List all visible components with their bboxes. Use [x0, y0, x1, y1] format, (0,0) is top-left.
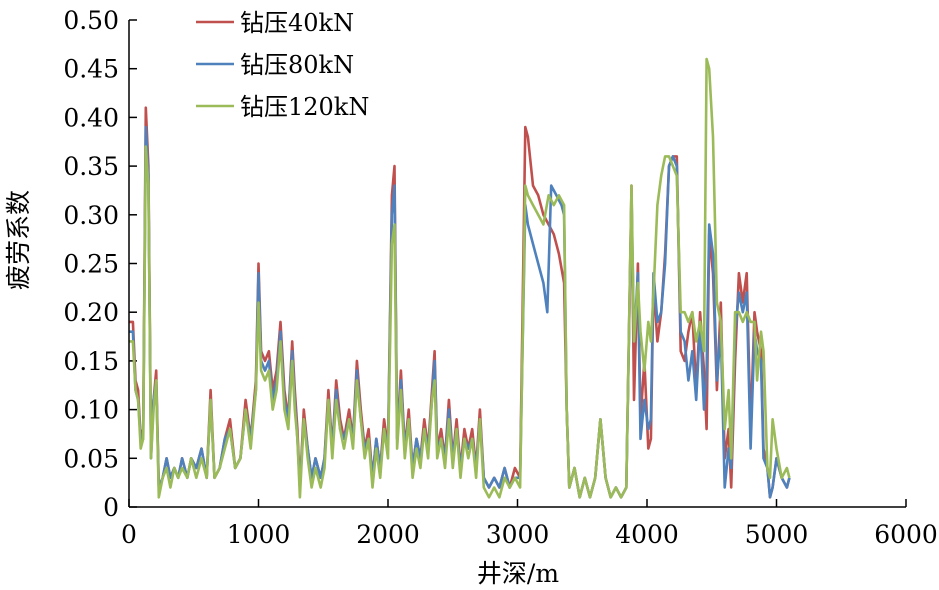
- y-axis-ticks: 0 0.05 0.10 0.15 0.20 0.25 0.30 0.35 0.40 0.45 0.5…: [63, 6, 137, 522]
- y-tick-label: 0: [103, 493, 119, 522]
- legend-label: 钻压120kN: [240, 93, 369, 121]
- x-tick-label: 0: [121, 520, 137, 549]
- y-tick-label: 0.35: [63, 152, 119, 181]
- x-tick-label: 3000: [486, 520, 550, 549]
- y-axis-title: 疲劳系数: [4, 190, 33, 290]
- series-line-3: [129, 57, 791, 499]
- y-tick-label: 0.25: [63, 250, 119, 279]
- y-tick-label: 0.10: [63, 396, 119, 425]
- x-tick-label: 1000: [227, 520, 291, 549]
- x-tick-label: 4000: [615, 520, 679, 549]
- series-lines: [129, 57, 791, 499]
- x-tick-label: 6000: [874, 520, 938, 549]
- y-tick-label: 0.20: [63, 298, 119, 327]
- y-tick-label: 0.15: [63, 347, 119, 376]
- y-tick-label: 0.50: [63, 6, 119, 35]
- legend-label: 钻压80kN: [240, 51, 354, 79]
- y-tick-label: 0.40: [63, 103, 119, 132]
- x-axis-ticks: 0 1000 2000 3000 4000 5000 6000: [121, 499, 938, 549]
- y-tick-label: 0.30: [63, 201, 119, 230]
- legend: 钻压40kN 钻压80kN 钻压120kN: [196, 9, 369, 121]
- y-tick-label: 0.45: [63, 55, 119, 84]
- x-tick-label: 5000: [745, 520, 809, 549]
- x-tick-label: 2000: [356, 520, 420, 549]
- legend-label: 钻压40kN: [240, 9, 354, 37]
- y-tick-label: 0.05: [63, 444, 119, 473]
- x-axis-title: 井深/m: [477, 559, 559, 588]
